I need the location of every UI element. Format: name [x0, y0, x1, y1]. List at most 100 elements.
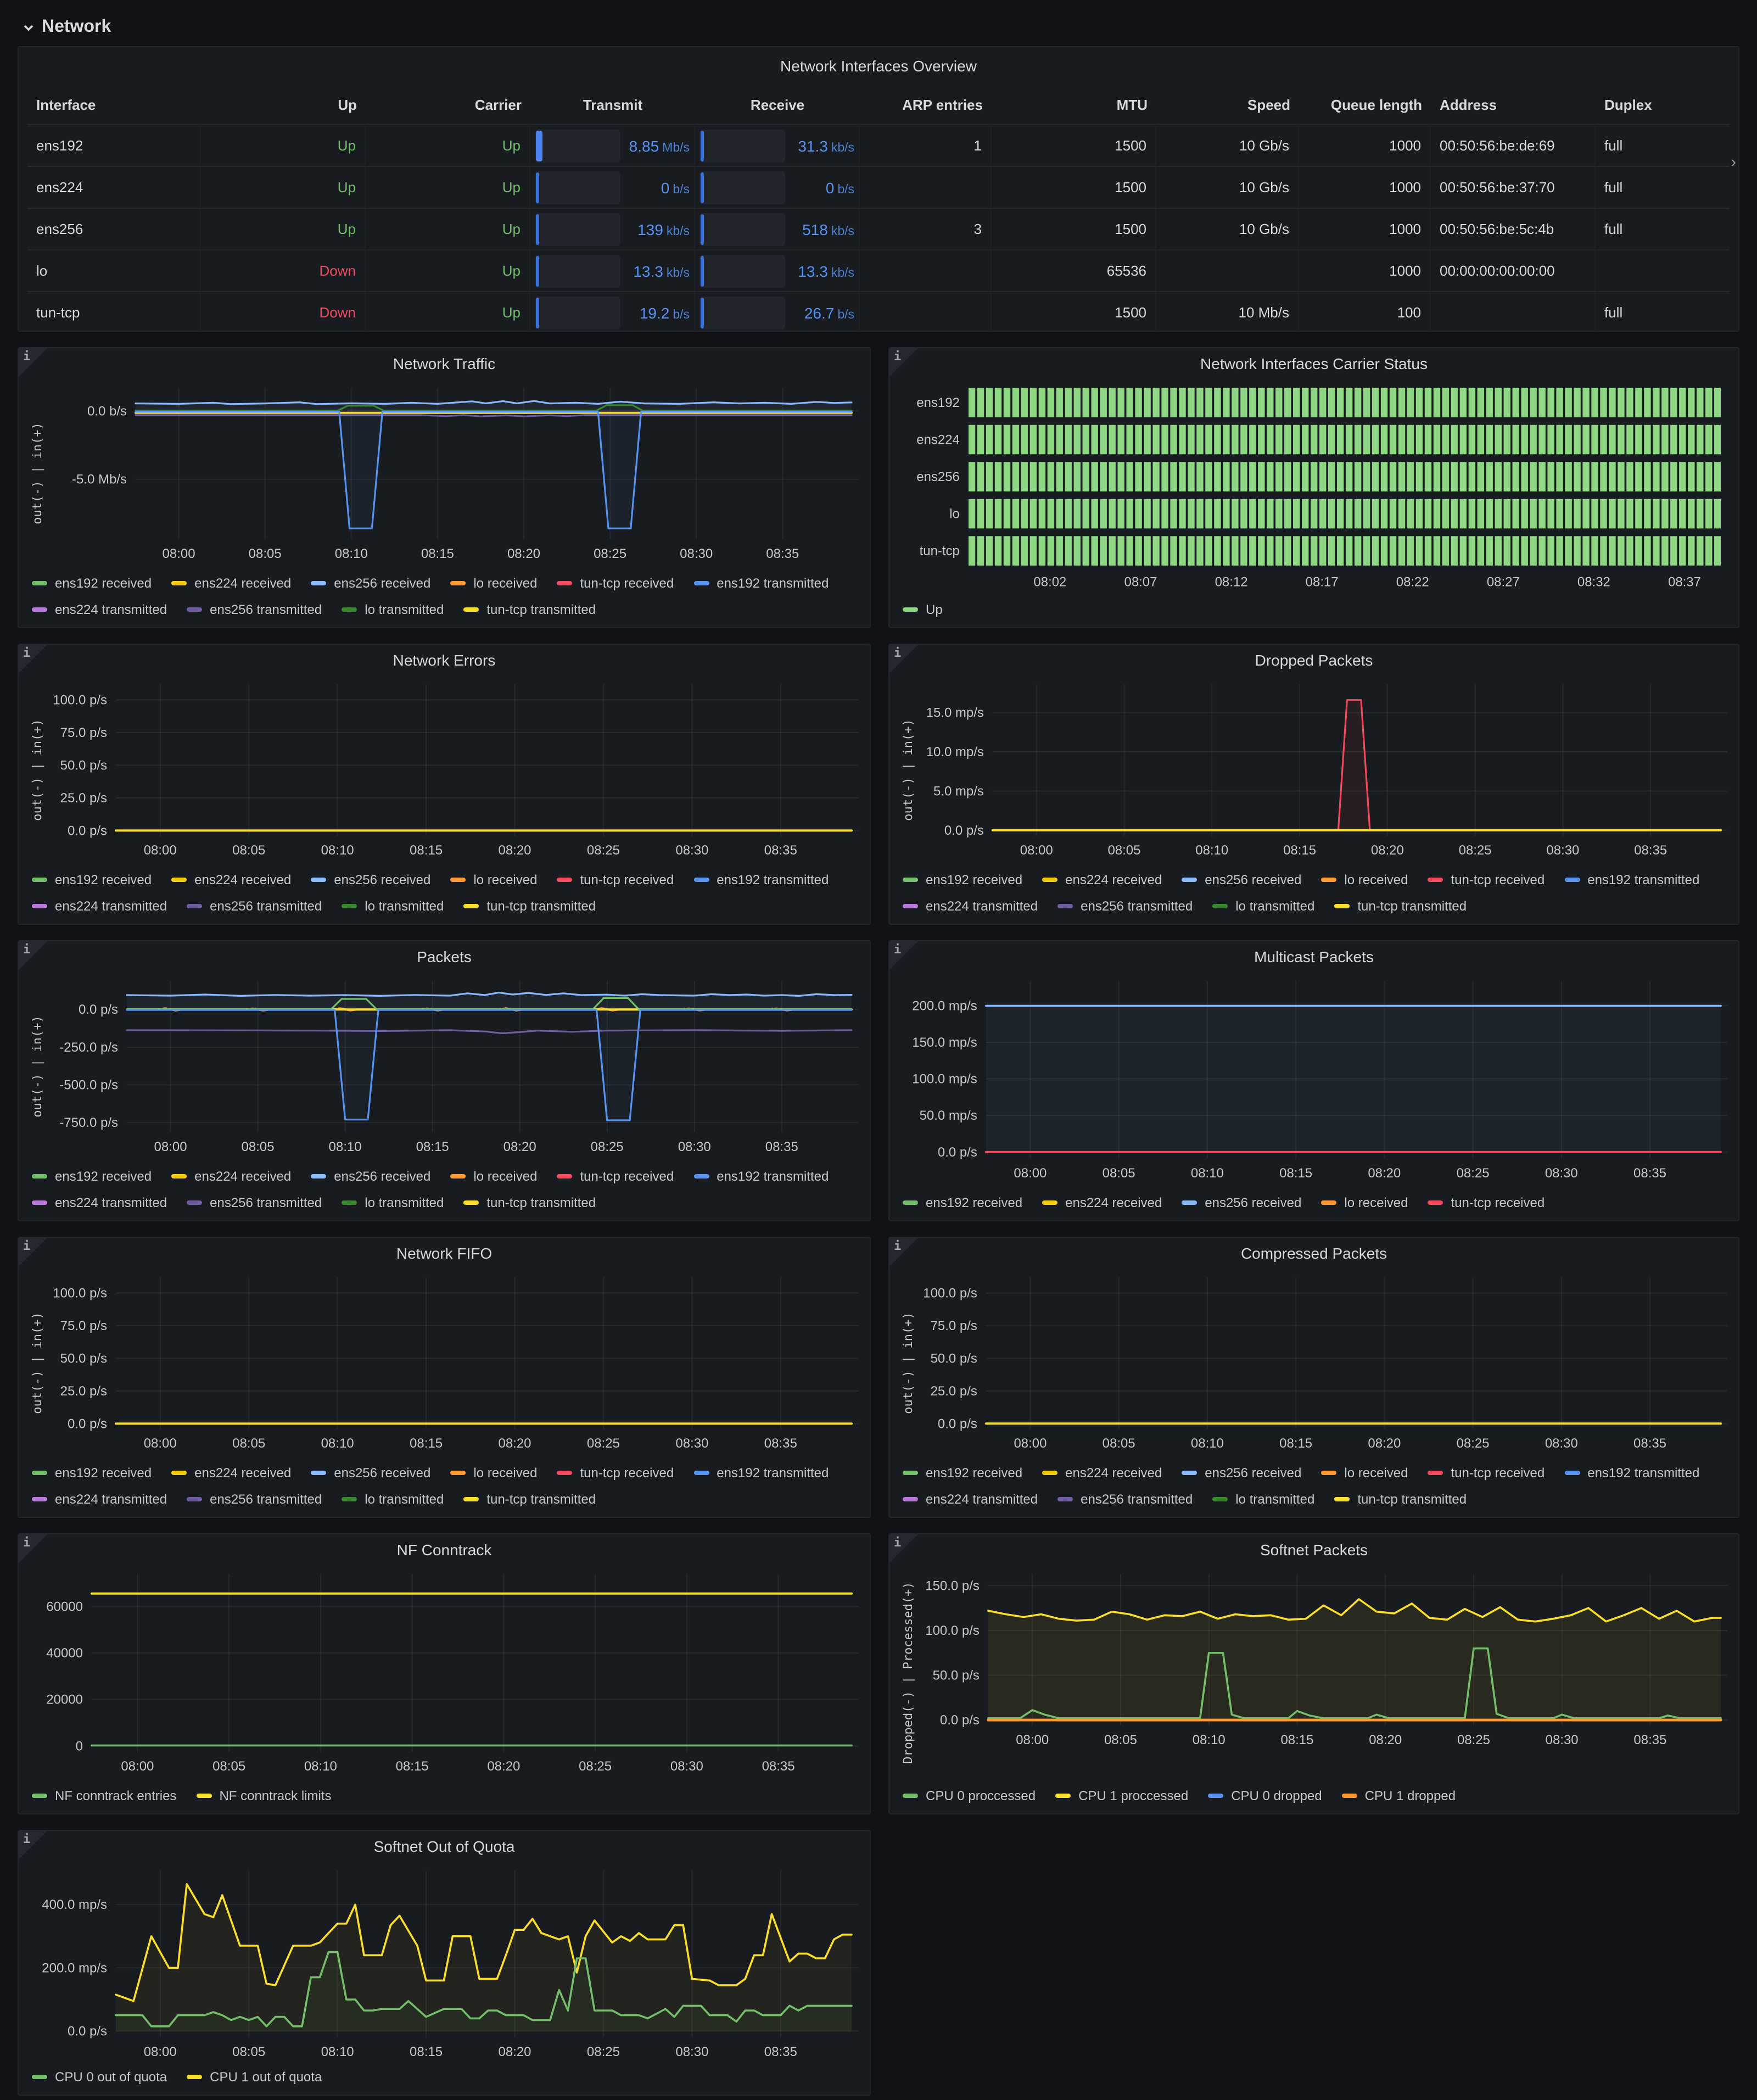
- panel-info-icon[interactable]: i: [889, 645, 918, 673]
- legend-item-ens192-transmitted[interactable]: ens192 transmitted: [1564, 869, 1699, 891]
- panel-title[interactable]: Softnet Out of Quota: [373, 1838, 515, 1855]
- panel-title[interactable]: Network Interfaces Carrier Status: [1200, 355, 1428, 372]
- legend-item-ens192-received[interactable]: ens192 received: [903, 1192, 1022, 1214]
- legend-item-CPU-0-proccessed[interactable]: CPU 0 proccessed: [903, 1785, 1036, 1807]
- column-header-arp-entries[interactable]: ARP entries: [902, 96, 983, 113]
- panel-title[interactable]: Network Traffic: [393, 355, 496, 372]
- legend-item-ens256-received[interactable]: ens256 received: [1182, 1192, 1301, 1214]
- chart-plot[interactable]: ens192 ens224 ens256 lo tun-tcp 08:02 08:07 08:…: [898, 377, 1730, 592]
- legend-item-NF-conntrack-entries[interactable]: NF conntrack entries: [32, 1785, 176, 1807]
- panel-info-icon[interactable]: i: [19, 348, 47, 377]
- legend-item-lo-transmitted[interactable]: lo transmitted: [342, 1488, 444, 1510]
- column-header-queue-length[interactable]: Queue length: [1330, 96, 1422, 113]
- legend-item-ens224-received[interactable]: ens224 received: [171, 869, 291, 891]
- legend-item-lo-transmitted[interactable]: lo transmitted: [1212, 1488, 1314, 1510]
- legend-item-ens192-received[interactable]: ens192 received: [903, 869, 1022, 891]
- legend-item-CPU-1-out-of-quota[interactable]: CPU 1 out of quota: [187, 2066, 322, 2088]
- legend-item-lo-transmitted[interactable]: lo transmitted: [342, 599, 444, 621]
- legend-item-tun-tcp-received[interactable]: tun-tcp received: [557, 572, 674, 594]
- legend-item-ens224-received[interactable]: ens224 received: [171, 572, 291, 594]
- column-header-transmit[interactable]: Transmit: [583, 96, 643, 113]
- chart-plot[interactable]: 0.0 p/s 25.0 p/s 50.0 p/s 75.0 p/s 100.0 p/s…: [918, 1266, 1730, 1455]
- legend-item-tun-tcp-transmitted[interactable]: tun-tcp transmitted: [1334, 895, 1467, 917]
- legend-item-ens224-received[interactable]: ens224 received: [1042, 869, 1162, 891]
- legend-item-ens256-transmitted[interactable]: ens256 transmitted: [187, 1192, 322, 1214]
- legend-item-ens256-transmitted[interactable]: ens256 transmitted: [187, 599, 322, 621]
- legend-item-lo-received[interactable]: lo received: [1321, 869, 1408, 891]
- panel-info-icon[interactable]: i: [889, 348, 918, 377]
- legend-item-ens192-received[interactable]: ens192 received: [32, 1462, 152, 1484]
- legend-item-tun-tcp-transmitted[interactable]: tun-tcp transmitted: [463, 599, 596, 621]
- panel-info-icon[interactable]: i: [19, 941, 47, 970]
- chart-plot[interactable]: 0.0 p/s 25.0 p/s 50.0 p/s 75.0 p/s 100.0 p/s…: [47, 673, 861, 862]
- legend-item-ens224-transmitted[interactable]: ens224 transmitted: [32, 599, 167, 621]
- panel-title[interactable]: Network FIFO: [396, 1244, 493, 1262]
- panel-info-icon[interactable]: i: [19, 1831, 47, 1859]
- legend-item-tun-tcp-received[interactable]: tun-tcp received: [557, 1462, 674, 1484]
- legend-item-ens256-received[interactable]: ens256 received: [311, 869, 430, 891]
- column-header-up[interactable]: Up: [338, 96, 357, 113]
- legend-item-lo-received[interactable]: lo received: [1321, 1192, 1408, 1214]
- chart-plot[interactable]: 0.0 b/s -5.0 Mb/s 08:00 08:05 08:10 08:15 08:2…: [47, 377, 861, 566]
- panel-info-icon[interactable]: i: [19, 1238, 47, 1266]
- legend-item-lo-received[interactable]: lo received: [450, 869, 537, 891]
- legend-item-CPU-0-dropped[interactable]: CPU 0 dropped: [1208, 1785, 1322, 1807]
- legend-item-ens256-received[interactable]: ens256 received: [311, 572, 430, 594]
- legend-item-tun-tcp-received[interactable]: tun-tcp received: [557, 869, 674, 891]
- legend-item-ens224-transmitted[interactable]: ens224 transmitted: [32, 895, 167, 917]
- legend-item-ens192-transmitted[interactable]: ens192 transmitted: [693, 572, 829, 594]
- legend-item-ens192-received[interactable]: ens192 received: [903, 1462, 1022, 1484]
- chart-plot[interactable]: 0.0 p/s 50.0 mp/s 100.0 mp/s 150.0 mp/s 200.…: [898, 970, 1730, 1185]
- section-row-network[interactable]: Network: [18, 9, 1739, 46]
- legend-item-ens224-received[interactable]: ens224 received: [1042, 1192, 1162, 1214]
- legend-item-tun-tcp-transmitted[interactable]: tun-tcp transmitted: [463, 895, 596, 917]
- legend-item-ens192-received[interactable]: ens192 received: [32, 869, 152, 891]
- column-header-carrier[interactable]: Carrier: [474, 96, 522, 113]
- chart-plot[interactable]: 0 20000 40000 60000 08:00 08:05 08:10 08:15 08:2…: [27, 1563, 861, 1778]
- table-scroll-right-icon[interactable]: ›: [1731, 153, 1736, 170]
- legend-item-ens256-transmitted[interactable]: ens256 transmitted: [187, 895, 322, 917]
- legend-item-ens224-transmitted[interactable]: ens224 transmitted: [32, 1192, 167, 1214]
- column-header-duplex[interactable]: Duplex: [1604, 96, 1652, 113]
- chart-plot[interactable]: 0.0 p/s 5.0 mp/s 10.0 mp/s 15.0 mp/s 08:00 08…: [918, 673, 1730, 862]
- panel-info-icon[interactable]: i: [889, 941, 918, 970]
- legend-item-ens224-transmitted[interactable]: ens224 transmitted: [32, 1488, 167, 1510]
- legend-item-tun-tcp-received[interactable]: tun-tcp received: [1428, 1192, 1545, 1214]
- legend-item-Up[interactable]: Up: [903, 599, 943, 621]
- legend-item-CPU-1-proccessed[interactable]: CPU 1 proccessed: [1055, 1785, 1188, 1807]
- panel-info-icon[interactable]: i: [19, 1534, 47, 1563]
- legend-item-lo-transmitted[interactable]: lo transmitted: [1212, 895, 1314, 917]
- column-header-receive[interactable]: Receive: [750, 96, 805, 113]
- panel-title[interactable]: Softnet Packets: [1260, 1541, 1368, 1559]
- legend-item-lo-received[interactable]: lo received: [1321, 1462, 1408, 1484]
- column-header-address[interactable]: Address: [1440, 96, 1497, 113]
- chart-plot[interactable]: 0.0 p/s 25.0 p/s 50.0 p/s 75.0 p/s 100.0 p/s…: [47, 1266, 861, 1455]
- chart-plot[interactable]: 0.0 p/s 200.0 mp/s 400.0 mp/s 08:00 08:05 08:…: [27, 1859, 861, 2064]
- legend-item-tun-tcp-transmitted[interactable]: tun-tcp transmitted: [1334, 1488, 1467, 1510]
- legend-item-ens224-transmitted[interactable]: ens224 transmitted: [903, 1488, 1038, 1510]
- legend-item-ens192-received[interactable]: ens192 received: [32, 572, 152, 594]
- panel-info-icon[interactable]: i: [889, 1238, 918, 1266]
- legend-item-tun-tcp-transmitted[interactable]: tun-tcp transmitted: [463, 1488, 596, 1510]
- legend-item-ens256-transmitted[interactable]: ens256 transmitted: [187, 1488, 322, 1510]
- legend-item-ens256-received[interactable]: ens256 received: [311, 1462, 430, 1484]
- panel-title[interactable]: NF Conntrack: [396, 1541, 492, 1559]
- legend-item-lo-received[interactable]: lo received: [450, 1165, 537, 1187]
- legend-item-tun-tcp-received[interactable]: tun-tcp received: [1428, 1462, 1545, 1484]
- legend-item-tun-tcp-transmitted[interactable]: tun-tcp transmitted: [463, 1192, 596, 1214]
- panel-title[interactable]: Multicast Packets: [1254, 948, 1374, 965]
- chart-plot[interactable]: 0.0 p/s 50.0 p/s 100.0 p/s 150.0 p/s 08:00 08…: [918, 1563, 1730, 1752]
- column-header-interface[interactable]: Interface: [36, 96, 96, 113]
- legend-item-CPU-0-out-of-quota[interactable]: CPU 0 out of quota: [32, 2066, 167, 2088]
- legend-item-ens224-received[interactable]: ens224 received: [1042, 1462, 1162, 1484]
- legend-item-ens224-transmitted[interactable]: ens224 transmitted: [903, 895, 1038, 917]
- panel-title[interactable]: Compressed Packets: [1240, 1244, 1387, 1262]
- legend-item-ens256-received[interactable]: ens256 received: [311, 1165, 430, 1187]
- column-header-speed[interactable]: Speed: [1247, 96, 1290, 113]
- panel-title[interactable]: Network Errors: [393, 651, 496, 669]
- panel-title[interactable]: Packets: [417, 948, 472, 965]
- legend-item-ens192-transmitted[interactable]: ens192 transmitted: [1564, 1462, 1699, 1484]
- legend-item-lo-transmitted[interactable]: lo transmitted: [342, 895, 444, 917]
- legend-item-ens192-transmitted[interactable]: ens192 transmitted: [693, 1165, 829, 1187]
- legend-item-ens224-received[interactable]: ens224 received: [171, 1462, 291, 1484]
